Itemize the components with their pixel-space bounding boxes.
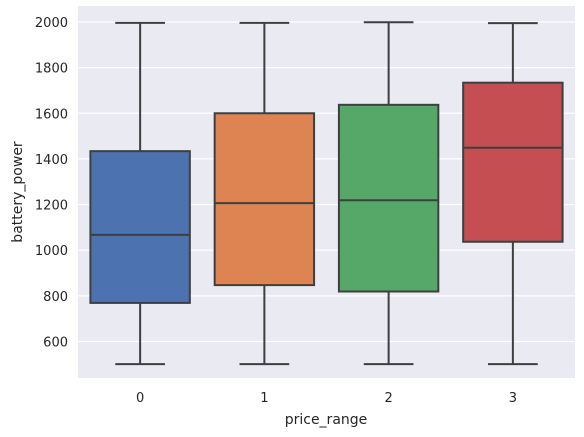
- y-tick-label: 2000: [35, 16, 68, 31]
- y-tick-label: 1800: [35, 62, 68, 77]
- x-axis-label: price_range: [285, 412, 368, 428]
- y-tick-label: 1200: [35, 199, 68, 214]
- x-axis-ticks: 0 1 2 3: [136, 391, 517, 406]
- iqr-box: [463, 83, 562, 242]
- y-tick-label: 1400: [35, 153, 68, 168]
- x-tick-label: 0: [136, 391, 144, 406]
- y-tick-label: 1600: [35, 107, 68, 122]
- x-tick-label: 2: [384, 391, 392, 406]
- x-tick-label: 1: [260, 391, 268, 406]
- iqr-box: [215, 113, 314, 285]
- y-tick-label: 800: [43, 290, 68, 305]
- x-tick-label: 3: [509, 391, 517, 406]
- iqr-box: [339, 105, 438, 292]
- iqr-box: [90, 151, 189, 303]
- y-axis-label: battery_power: [10, 141, 26, 243]
- y-tick-label: 600: [43, 335, 68, 350]
- y-tick-label: 1000: [35, 244, 68, 259]
- y-axis-ticks: 600 800 1000 1200 1400 1600 1800 2000: [35, 16, 68, 351]
